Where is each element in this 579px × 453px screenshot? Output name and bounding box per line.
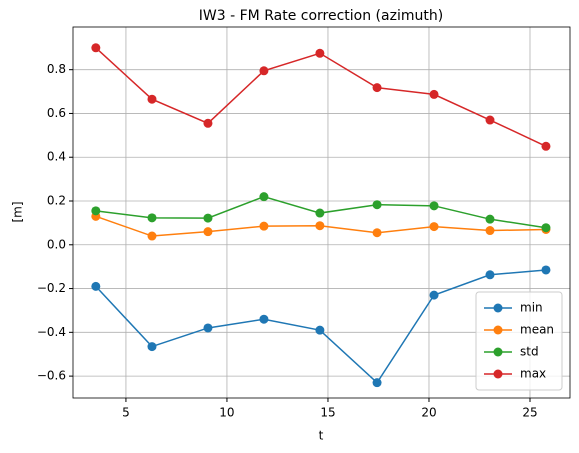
plot-frame xyxy=(72,26,571,399)
legend-marker xyxy=(493,325,503,335)
point xyxy=(147,213,157,223)
x-tick-label: 5 xyxy=(122,406,130,420)
x-tick-label: 10 xyxy=(219,406,234,420)
point xyxy=(372,83,382,93)
point xyxy=(203,323,213,333)
y-tick-label: −0.6 xyxy=(37,369,66,383)
point xyxy=(203,213,213,223)
chart-title: IW3 - FM Rate correction (azimuth) xyxy=(199,8,443,24)
point xyxy=(372,378,382,388)
legend: min mean std max xyxy=(475,291,563,391)
legend-label: max xyxy=(520,367,546,381)
point xyxy=(315,221,325,231)
y-tick-label: 0.8 xyxy=(47,62,66,76)
point xyxy=(259,66,269,76)
point xyxy=(485,214,495,224)
point xyxy=(485,270,495,280)
y-axis-label: [m] xyxy=(11,201,25,222)
point xyxy=(485,115,495,125)
point xyxy=(541,141,551,151)
point xyxy=(315,208,325,218)
point xyxy=(372,200,382,210)
point xyxy=(485,226,495,236)
point xyxy=(541,265,551,275)
point xyxy=(429,89,439,99)
y-tick-label: 0.6 xyxy=(47,106,66,120)
y-tick-label: 0.0 xyxy=(47,237,66,251)
series-line xyxy=(95,47,547,147)
point xyxy=(541,223,551,233)
point xyxy=(372,228,382,238)
point xyxy=(91,281,101,291)
x-tick-label: 20 xyxy=(421,406,436,420)
y-tick-label: −0.2 xyxy=(37,281,66,295)
point xyxy=(203,118,213,128)
point xyxy=(91,206,101,216)
point xyxy=(259,192,269,202)
x-tick-label: 25 xyxy=(522,406,537,420)
y-tick-label: 0.2 xyxy=(47,194,66,208)
point xyxy=(429,201,439,211)
y-tick-label: 0.4 xyxy=(47,150,66,164)
legend-marker xyxy=(493,347,503,357)
legend-label: std xyxy=(520,345,539,359)
point xyxy=(429,222,439,232)
legend-marker xyxy=(493,369,503,379)
point xyxy=(315,48,325,58)
legend-label: min xyxy=(520,301,543,315)
point xyxy=(315,325,325,335)
point xyxy=(259,221,269,231)
point xyxy=(91,43,101,53)
legend-label: mean xyxy=(520,323,554,337)
x-axis-label: t xyxy=(319,429,324,443)
point xyxy=(259,314,269,324)
point xyxy=(203,227,213,237)
point xyxy=(429,290,439,300)
point xyxy=(147,342,157,352)
legend-box xyxy=(475,291,563,391)
y-tick-label: −0.4 xyxy=(37,325,66,339)
point xyxy=(147,231,157,241)
point xyxy=(147,94,157,104)
x-tick-label: 15 xyxy=(320,406,335,420)
legend-marker xyxy=(493,303,503,313)
